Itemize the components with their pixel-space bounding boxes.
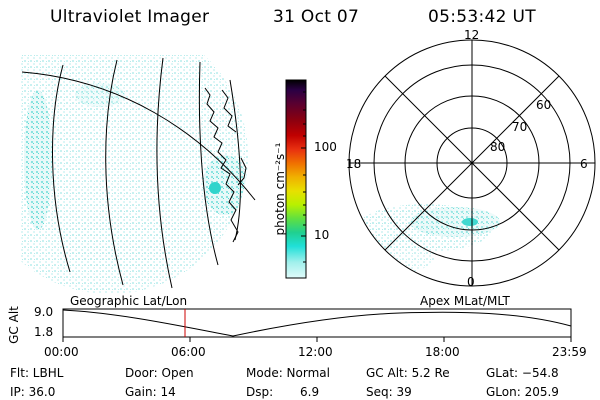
date-label: 31 Oct 07 [273,7,360,27]
mlt-label-12: 12 [464,28,480,42]
alt-ytick-1-8: 1.8 [34,325,54,339]
uv-image-panel [20,55,256,294]
alt-xtick-2359: 23:59 [552,345,587,359]
alt-xtick-0000: 00:00 [44,345,79,359]
info-dsp-label: Dsp: [246,385,274,399]
instrument-title: Ultraviolet Imager [50,7,210,27]
alt-plot-ylabel: GC Alt [7,306,21,344]
info-mode: Mode: Normal [246,366,330,380]
polar-plot [348,39,596,287]
alt-xtick-0600: 06:00 [171,345,206,359]
time-label: 05:53:42 UT [428,7,536,27]
info-ip: IP: 36.0 [10,385,56,399]
info-door: Door: Open [125,366,194,380]
alt-xtick-1800: 18:00 [425,345,460,359]
info-glat: GLat: −54.8 [486,366,559,380]
info-flt: Flt: LBHL [10,366,64,380]
geo-grid [21,57,256,289]
lat-label-80: 80 [490,140,506,154]
info-seq: Seq: 39 [366,385,412,399]
colorbar-tick-100: 100 [314,140,337,154]
info-gain: Gain: 14 [125,385,176,399]
info-dsp-value: 6.9 [300,385,320,399]
mlt-label-0: 0 [467,275,475,289]
altitude-plot [62,308,572,342]
alt-ytick-9: 9.0 [34,305,54,319]
colorbar [285,79,307,279]
mlt-label-18: 18 [346,157,362,171]
coastline [204,87,247,243]
alt-plot-left-caption: Geographic Lat/Lon [70,294,188,308]
lat-label-70: 70 [512,120,528,134]
lat-label-60: 60 [536,98,552,112]
info-gcalt: GC Alt: 5.2 Re [366,366,450,380]
mlt-label-6: 6 [580,157,588,171]
alt-xtick-1200: 12:00 [298,345,333,359]
info-glon: GLon: 205.9 [486,385,559,399]
alt-plot-right-caption: Apex MLat/MLT [420,294,510,308]
colorbar-tick-10: 10 [314,228,330,242]
colorbar-unit-label: photon cm⁻²s⁻¹ [273,142,287,236]
